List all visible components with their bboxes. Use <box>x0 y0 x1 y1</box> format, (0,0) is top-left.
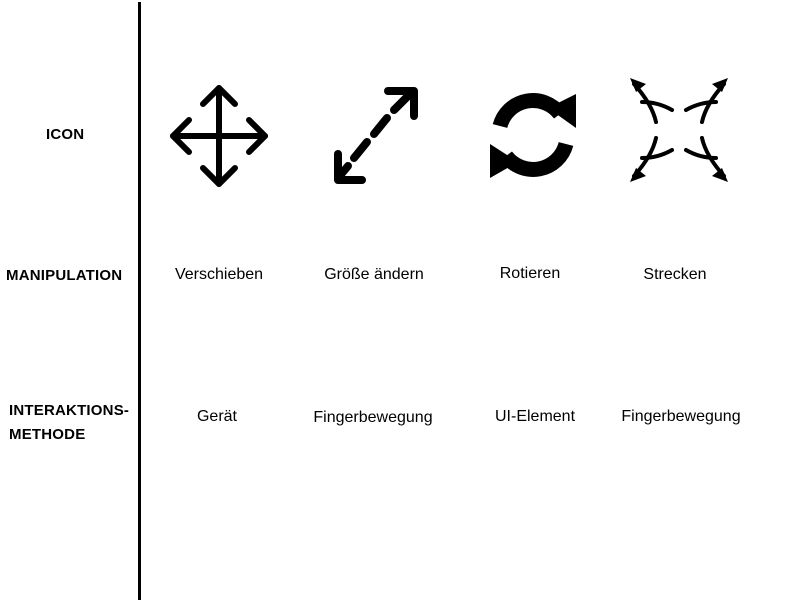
manipulation-stretch: Strecken <box>643 266 707 283</box>
manipulation-resize: Größe ändern <box>324 266 424 283</box>
interaction-resize: Fingerbewegung <box>313 409 433 426</box>
row-label-interaction: INTERAKTIONS- METHODE <box>9 399 129 447</box>
column-divider <box>138 2 141 600</box>
interaction-move: Gerät <box>196 408 237 425</box>
manipulation-move: Verschieben <box>174 266 264 283</box>
row-label-interaction-line2: METHODE <box>9 426 86 443</box>
row-label-icon: ICON <box>46 123 84 147</box>
row-label-manipulation: MANIPULATION <box>6 264 122 288</box>
resize-diagonal-icon <box>328 86 420 188</box>
move-icon <box>168 82 270 190</box>
row-label-icon-text: ICON <box>46 126 85 143</box>
interaction-stretch: Fingerbewegung <box>621 408 741 425</box>
rotate-icon <box>486 86 580 186</box>
row-label-manipulation-text: MANIPULATION <box>6 267 123 284</box>
manipulation-rotate: Rotieren <box>499 265 561 282</box>
stretch-icon <box>628 76 730 184</box>
row-label-interaction-line1: INTERAKTIONS- <box>9 402 130 419</box>
interaction-rotate: UI-Element <box>494 408 576 425</box>
